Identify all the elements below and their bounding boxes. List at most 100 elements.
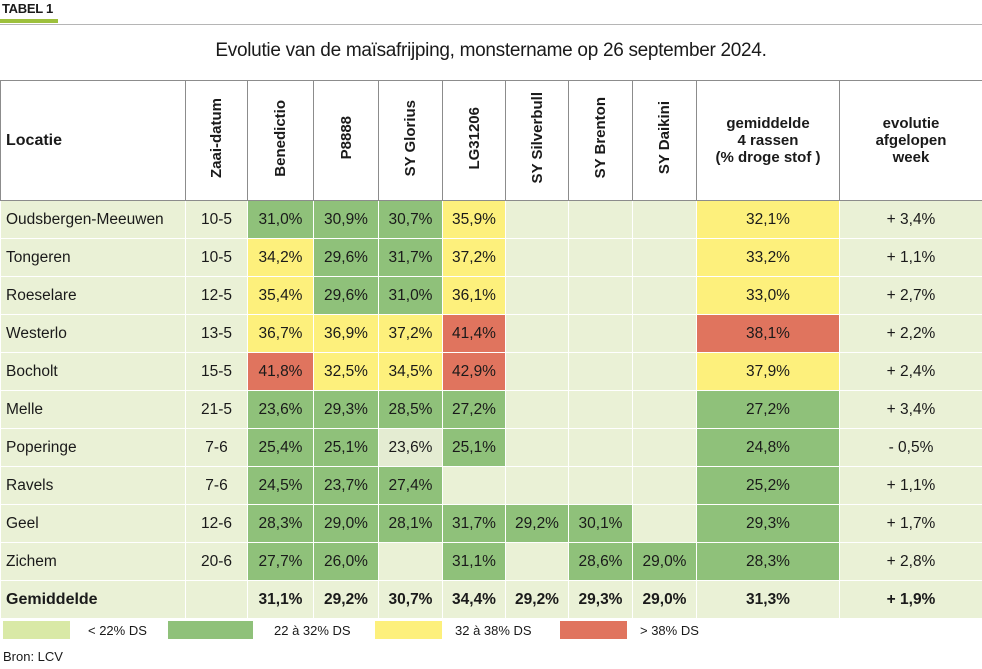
cell-evolutie: + 2,7%: [839, 276, 982, 315]
cell-value: 23,6%: [378, 428, 443, 467]
average-row: Gemiddelde 31,1% 29,2% 30,7% 34,4% 29,2% 29,3%…: [0, 580, 982, 619]
cell-value: 37,2%: [442, 238, 506, 277]
header-variety: SY Daikini: [632, 80, 697, 201]
cell-value: [442, 466, 506, 505]
ripening-table: Locatie Zaai-datum Benedictio P8888 SY G…: [0, 80, 982, 619]
cell-value: 36,9%: [313, 314, 379, 353]
cell-value: 29,0%: [632, 580, 697, 619]
cell-value: [505, 466, 569, 505]
cell-value: [632, 390, 697, 429]
cell-zaai-datum: 7-6: [185, 428, 248, 467]
cell-value: [568, 428, 633, 467]
cell-value: [505, 428, 569, 467]
cell-value: [568, 276, 633, 315]
legend-label: 32 à 38% DS: [455, 623, 532, 638]
cell-value: 26,0%: [313, 542, 379, 581]
cell-value: 27,4%: [378, 466, 443, 505]
cell-value: 29,2%: [313, 580, 379, 619]
cell-zaai-datum: 10-5: [185, 200, 248, 239]
cell-zaai-datum: 12-6: [185, 504, 248, 543]
cell-value: 32,5%: [313, 352, 379, 391]
cell-zaai-datum: 7-6: [185, 466, 248, 505]
cell-gemiddelde: 32,1%: [696, 200, 840, 239]
cell-zaai-datum: 20-6: [185, 542, 248, 581]
cell-locatie: Tongeren: [0, 238, 186, 277]
cell-value: [505, 390, 569, 429]
cell-value: 28,1%: [378, 504, 443, 543]
cell-value: [632, 428, 697, 467]
cell-locatie: Geel: [0, 504, 186, 543]
tag-underline: [0, 19, 58, 23]
cell-value: [632, 466, 697, 505]
cell-value: 36,1%: [442, 276, 506, 315]
table-row: Zichem 20-6 27,7% 26,0% 31,1% 28,6% 29,0% 28,3%…: [0, 542, 982, 581]
table-row: Roeselare 12-5 35,4% 29,6% 31,0% 36,1% 33,0% + …: [0, 276, 982, 315]
cell-value: [505, 314, 569, 353]
cell-value: 24,5%: [247, 466, 314, 505]
cell-value: 34,5%: [378, 352, 443, 391]
cell-zaai-datum: 21-5: [185, 390, 248, 429]
header-variety-label: P8888: [337, 116, 355, 160]
cell-value: 29,2%: [505, 504, 569, 543]
header-variety-label: SY Brenton: [592, 97, 609, 179]
cell-value: 31,0%: [378, 276, 443, 315]
cell-value: 28,3%: [247, 504, 314, 543]
cell-value: 29,6%: [313, 238, 379, 277]
cell-value: 25,1%: [313, 428, 379, 467]
cell-evolutie: + 2,8%: [839, 542, 982, 581]
header-evo-line: afgelopen: [875, 132, 947, 149]
cell-locatie: Melle: [0, 390, 186, 429]
cell-zaai-datum: 12-5: [185, 276, 248, 315]
cell-value: 35,9%: [442, 200, 506, 239]
cell-value: [632, 352, 697, 391]
cell-evolutie: + 1,1%: [839, 238, 982, 277]
header-gem-line: 4 rassen: [737, 132, 799, 149]
legend: < 22% DS 22 à 32% DS 32 à 38% DS > 38% D…: [0, 619, 982, 641]
cell-value: 30,9%: [313, 200, 379, 239]
table-title: Evolutie van de maïsafrijping, monsterna…: [215, 40, 767, 61]
cell-locatie: Roeselare: [0, 276, 186, 315]
header-variety: SY Glorius: [378, 80, 443, 201]
cell-value: 36,7%: [247, 314, 314, 353]
cell-value: 35,4%: [247, 276, 314, 315]
header-variety: SY Silverbull: [505, 80, 569, 201]
table-row: Tongeren 10-5 34,2% 29,6% 31,7% 37,2% 33,2% + 1…: [0, 238, 982, 277]
table-row: Oudsbergen-Meeuwen 10-5 31,0% 30,9% 30,7% 35,…: [0, 200, 982, 239]
cell-value: 27,7%: [247, 542, 314, 581]
cell-evolutie: + 3,4%: [839, 200, 982, 239]
cell-evolutie: + 1,7%: [839, 504, 982, 543]
cell-value: [505, 200, 569, 239]
cell-value: [632, 504, 697, 543]
cell-gemiddelde: 28,3%: [696, 542, 840, 581]
cell-value: 31,7%: [442, 504, 506, 543]
header-row: Locatie Zaai-datum Benedictio P8888 SY G…: [0, 80, 982, 201]
cell-locatie: Zichem: [0, 542, 186, 581]
cell-value: 34,4%: [442, 580, 506, 619]
cell-value: [568, 352, 633, 391]
cell-value: [632, 238, 697, 277]
cell-value: 37,2%: [378, 314, 443, 353]
cell-value: 23,7%: [313, 466, 379, 505]
header-variety: SY Brenton: [568, 80, 633, 201]
legend-swatch: [168, 621, 253, 639]
table-row: Bocholt 15-5 41,8% 32,5% 34,5% 42,9% 37,9% + 2,…: [0, 352, 982, 391]
cell-value: 30,7%: [378, 200, 443, 239]
cell-locatie: Oudsbergen-Meeuwen: [0, 200, 186, 239]
table-row: Ravels 7-6 24,5% 23,7% 27,4% 25,2% + 1,1%: [0, 466, 982, 505]
legend-swatch: [375, 621, 442, 639]
header-locatie: Locatie: [0, 80, 186, 201]
cell-value: [632, 200, 697, 239]
source-note: Bron: LCV: [3, 649, 63, 664]
cell-value: 30,1%: [568, 504, 633, 543]
cell-value: 42,9%: [442, 352, 506, 391]
legend-swatch: [3, 621, 70, 639]
cell-evolutie: + 3,4%: [839, 390, 982, 429]
cell-zaai-datum: 13-5: [185, 314, 248, 353]
cell-value: 29,2%: [505, 580, 569, 619]
header-variety-label: SY Glorius: [402, 99, 419, 177]
legend-swatch: [560, 621, 627, 639]
cell-zaai-datum: [185, 580, 248, 619]
cell-evolutie: + 1,1%: [839, 466, 982, 505]
cell-locatie: Ravels: [0, 466, 186, 505]
top-rule: [0, 24, 982, 25]
